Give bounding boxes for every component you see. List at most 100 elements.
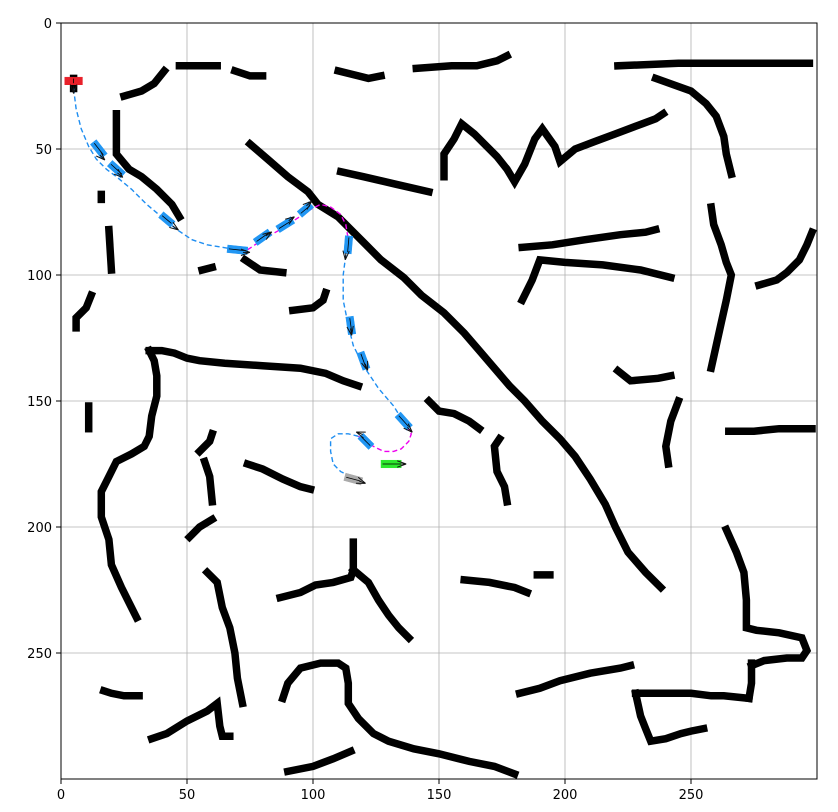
heading-arrow-layer [69, 84, 413, 484]
x-axis: 0 50 100 150 200 250 [57, 779, 704, 803]
obstacle [515, 661, 636, 698]
obstacle [650, 73, 736, 179]
y-tick-label: 100 [27, 269, 52, 284]
vehicle-axis [349, 318, 353, 333]
heading-arrow [397, 460, 407, 468]
heading-arrow [355, 431, 366, 439]
heading-arrow-head [262, 231, 273, 240]
obstacle [230, 66, 267, 80]
obstacle [490, 433, 512, 507]
obstacle [197, 262, 217, 275]
vehicle-marker [275, 216, 296, 233]
heading-arrow-head [302, 200, 313, 210]
obstacle [288, 287, 331, 315]
heading-arrow [342, 250, 350, 261]
y-tick-label: 200 [27, 521, 52, 536]
obstacle [518, 225, 661, 252]
path-segment [358, 425, 413, 453]
heading-arrow-head [361, 360, 369, 371]
obstacle [725, 424, 816, 435]
path-segment [342, 254, 407, 427]
heading-arrow-head [342, 250, 350, 261]
heading-arrow [113, 168, 124, 178]
obstacle [631, 689, 754, 703]
vehicle-marker [343, 235, 354, 255]
obstacle [412, 50, 513, 73]
obstacle [278, 659, 520, 779]
obstacle [423, 395, 485, 434]
obstacle [348, 564, 415, 644]
obstacle [336, 167, 434, 197]
vehicle-marker [158, 211, 176, 228]
x-tick-label: 100 [301, 788, 326, 803]
y-axis: 0 50 100 150 200 250 [27, 17, 61, 662]
obstacle [146, 696, 234, 744]
obstacle [460, 575, 533, 598]
obstacle [242, 459, 316, 494]
vehicle-axis [161, 215, 172, 224]
obstacle [239, 254, 287, 277]
heading-arrow-head [113, 168, 124, 178]
obstacle [104, 225, 116, 274]
heading-arrow [69, 84, 78, 94]
obstacle [283, 746, 356, 776]
heading-arrow [361, 360, 369, 371]
vehicle-axis [256, 232, 269, 242]
obstacle [199, 456, 217, 506]
obstacle [744, 659, 756, 703]
heading-arrow-head [96, 151, 106, 161]
obstacle [72, 290, 97, 332]
vehicle-axis [278, 220, 292, 229]
heading-arrow [356, 476, 366, 484]
x-tick-label: 200 [553, 788, 578, 803]
heading-arrow [240, 248, 251, 256]
y-tick-label: 150 [27, 395, 52, 410]
heading-arrow-head [355, 431, 366, 439]
x-tick-label: 0 [57, 788, 65, 803]
x-tick-label: 50 [179, 788, 196, 803]
obstacle [613, 59, 814, 70]
obstacle [661, 396, 684, 469]
obstacle-layer [69, 50, 817, 779]
heading-arrow-head [356, 476, 366, 484]
obstacle [706, 202, 736, 373]
vehicle-marker-layer [64, 76, 413, 486]
vehicle-marker [343, 472, 364, 486]
obstacle [333, 66, 386, 83]
obstacle [440, 108, 669, 190]
vehicle-axis [360, 353, 367, 368]
obstacle [194, 429, 217, 457]
obstacle [244, 138, 667, 593]
heading-arrow [403, 423, 413, 433]
obstacle [97, 345, 161, 623]
obstacle [201, 567, 247, 708]
heading-arrow-head [346, 325, 354, 336]
obstacle [119, 65, 170, 101]
y-tick-label: 50 [35, 143, 52, 158]
obstacle [721, 524, 812, 671]
obstacle [145, 346, 364, 391]
obstacle [184, 514, 218, 543]
heading-arrow [346, 325, 354, 336]
heading-arrow [262, 231, 273, 240]
path-segment [72, 88, 248, 251]
obstacle [517, 255, 676, 306]
heading-arrow [302, 200, 313, 210]
heading-arrow-head [240, 248, 251, 256]
heading-arrow-head [169, 221, 179, 231]
x-tick-label: 250 [679, 788, 704, 803]
obstacle [754, 227, 817, 290]
vehicle-axis [398, 415, 409, 427]
vehicle-axis [347, 237, 350, 253]
heading-arrow [169, 221, 179, 231]
heading-arrow [96, 151, 106, 161]
heading-arrow [285, 216, 295, 225]
obstacle [99, 686, 143, 700]
grid-lines [60, 22, 817, 779]
heading-arrow-head [285, 216, 295, 225]
obstacle [112, 109, 185, 223]
heading-arrow-head [403, 423, 413, 433]
obstacle [631, 688, 709, 746]
x-tick-label: 150 [427, 788, 452, 803]
